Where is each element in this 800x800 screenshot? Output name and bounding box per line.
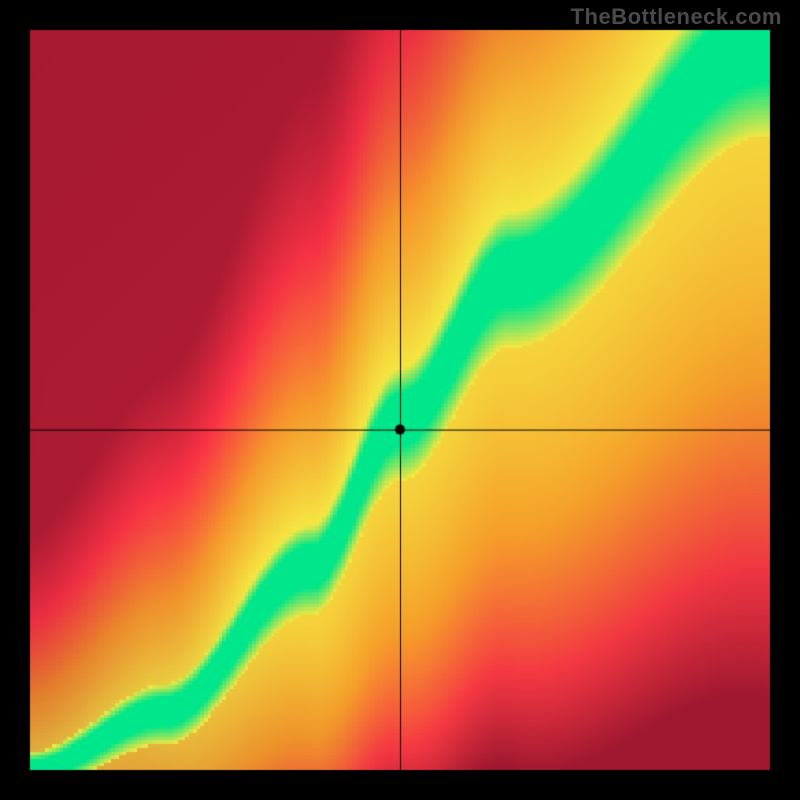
- chart-container: TheBottleneck.com: [0, 0, 800, 800]
- watermark-text: TheBottleneck.com: [571, 4, 782, 30]
- bottleneck-heatmap-canvas: [0, 0, 800, 800]
